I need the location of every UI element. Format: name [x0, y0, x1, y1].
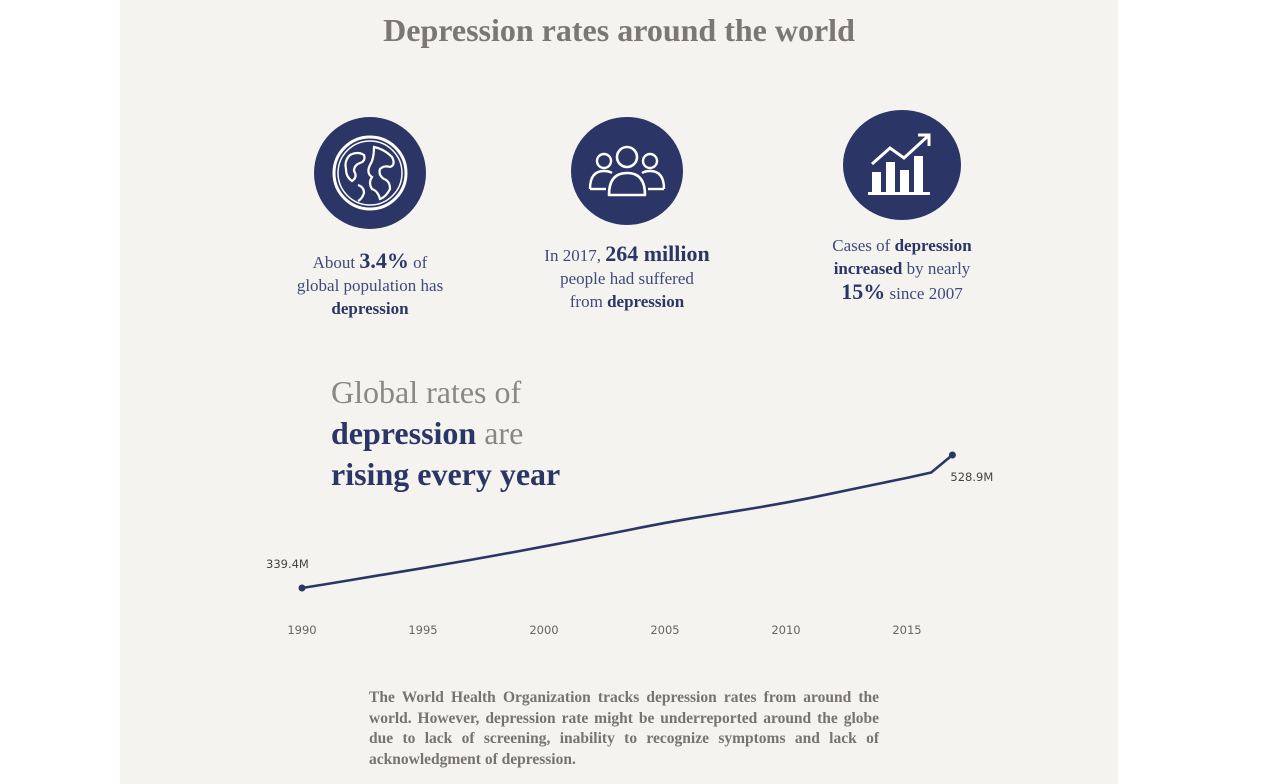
people-icon [571, 117, 683, 225]
stat-cases-increase: Cases of depression increased by nearly … [802, 110, 1002, 305]
stat-text: In 2017, 264 million people had suffered… [544, 241, 710, 311]
x-tick-label: 2015 [892, 623, 921, 637]
headline-line-2: depression are [331, 415, 524, 451]
x-tick-label: 2005 [650, 623, 679, 637]
line-chart: 339.4M 528.9M 1990 1995 2000 2005 2010 2015 [266, 451, 993, 637]
page-title: Depression rates around the world [383, 12, 855, 48]
growth-chart-icon [843, 110, 961, 220]
chart-headline: Global rates of depression are rising ev… [331, 372, 560, 495]
globe-icon [314, 117, 426, 229]
x-tick-label: 1995 [408, 623, 437, 637]
dashboard-panel: Depression rates around the world About … [120, 0, 1118, 784]
series-line [301, 453, 954, 590]
stat-global-population: About 3.4% of global population has depr… [275, 117, 465, 320]
stat-text: Cases of depression increased by nearly … [832, 236, 972, 304]
data-label-end: 528.9M [950, 470, 993, 484]
data-label-start: 339.4M [266, 557, 309, 571]
x-tick-label: 1990 [287, 623, 316, 637]
x-tick-label: 2010 [771, 623, 800, 637]
point-start[interactable] [298, 584, 306, 592]
stat-2017-million: In 2017, 264 million people had suffered… [522, 117, 732, 313]
stat-text: About 3.4% of global population has depr… [296, 248, 444, 318]
x-tick-label: 2000 [529, 623, 558, 637]
point-end[interactable] [948, 451, 956, 459]
headline-line-3: rising every year [331, 456, 561, 492]
footnote: The World Health Organization tracks dep… [369, 689, 879, 768]
headline-line-1: Global rates of [331, 374, 522, 410]
